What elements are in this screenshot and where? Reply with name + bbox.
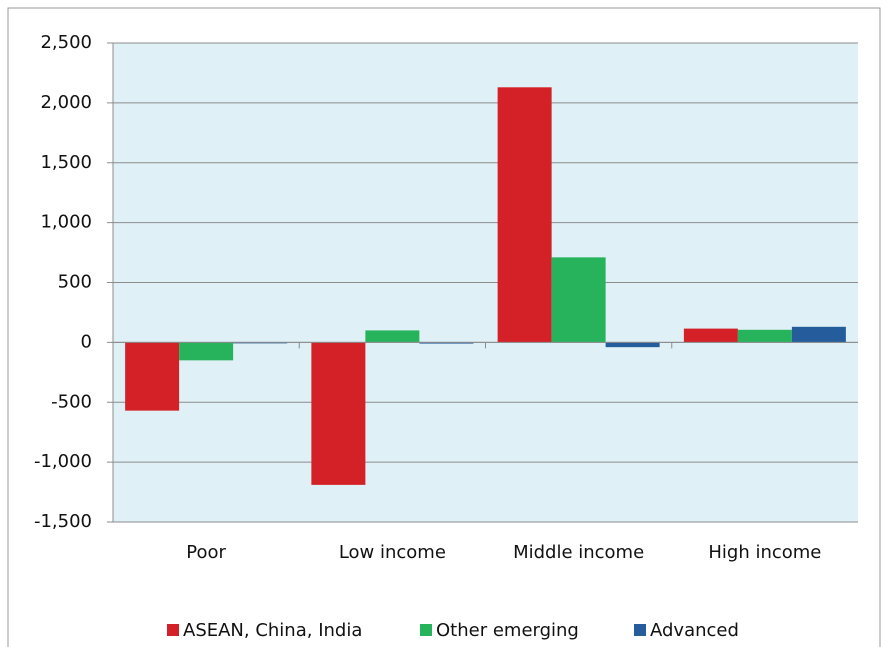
bar: [419, 342, 474, 344]
y-tick-label: 2,000: [40, 92, 92, 113]
x-tick-label: High income: [708, 542, 821, 563]
legend-label: ASEAN, China, India: [183, 620, 362, 641]
bar: [683, 328, 738, 343]
bar: [791, 326, 846, 343]
bar: [551, 257, 606, 343]
y-tick-label: 2,500: [40, 32, 92, 53]
bar: [179, 342, 234, 361]
x-tick-label: Poor: [186, 542, 226, 563]
legend-label: Advanced: [650, 620, 739, 641]
legend-label: Other emerging: [436, 620, 579, 641]
y-tick-label: -1,000: [34, 451, 92, 472]
bar: [737, 329, 792, 343]
y-tick-label: 0: [81, 331, 92, 352]
y-tick-label: -500: [51, 391, 92, 412]
x-tick-label: Middle income: [513, 542, 644, 563]
bar: [365, 330, 420, 343]
bar: [311, 342, 366, 485]
y-tick-label: -1,500: [34, 511, 92, 532]
y-tick-label: 1,500: [40, 152, 92, 173]
x-tick-label: Low income: [339, 542, 446, 563]
legend-swatch: [167, 624, 179, 636]
y-tick-label: 500: [58, 272, 92, 293]
legend-swatch: [420, 624, 432, 636]
y-tick-label: 1,000: [40, 212, 92, 233]
bar: [125, 342, 180, 411]
bar: [497, 87, 552, 343]
legend-swatch: [634, 624, 646, 636]
bar: [605, 342, 660, 348]
